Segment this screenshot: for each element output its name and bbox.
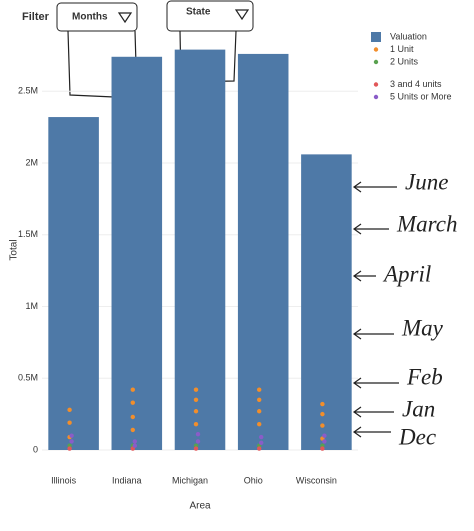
dropdown-arrow — [234, 9, 250, 21]
strip-dot — [193, 409, 199, 414]
months-label: Months — [72, 12, 108, 23]
state-label: State — [186, 7, 211, 18]
strip-dot — [195, 432, 201, 437]
strip-dot — [69, 439, 74, 444]
strip-dot — [67, 420, 72, 425]
hand-arrow — [352, 328, 394, 340]
strip-dot — [130, 387, 135, 392]
strip-dot — [193, 387, 199, 392]
bar — [301, 154, 352, 450]
strip-dot — [130, 427, 135, 433]
legend-swatch — [373, 59, 379, 65]
strip-dot — [322, 433, 327, 438]
y-axis-title: Total — [9, 239, 20, 260]
hand-arrow — [352, 181, 397, 193]
hand-annotation: Jan — [402, 396, 435, 421]
strip-dot — [320, 423, 325, 428]
strip-dot — [320, 401, 325, 407]
strip-dot — [320, 411, 325, 417]
hand-arrow — [352, 406, 394, 418]
legend-label: Valuation — [390, 31, 427, 41]
hand-annotation: June — [405, 169, 448, 194]
hand-annotation: April — [382, 261, 431, 286]
hand-arrow — [352, 223, 389, 235]
y-tick-label: 2M — [25, 157, 38, 167]
strip-dot — [195, 439, 201, 444]
hand-annotation: May — [401, 315, 444, 340]
filter-label: Filter — [22, 11, 50, 23]
dropdown-arrow — [117, 12, 133, 24]
strip-dot — [193, 446, 199, 451]
x-tick-label: Michigan — [172, 475, 208, 485]
strip-dot — [67, 446, 72, 451]
months-dropdown[interactable] — [56, 2, 138, 32]
strip-dot — [259, 434, 264, 440]
y-tick-label: 2.5M — [18, 86, 38, 96]
state-dropdown[interactable] — [166, 0, 254, 32]
x-axis-title: Area — [189, 501, 211, 512]
strip-dot — [257, 387, 262, 392]
y-tick-label: 1.5M — [18, 229, 38, 239]
strip-dot — [132, 439, 137, 444]
y-tick-label: 0.5M — [18, 373, 38, 383]
strip-dot — [130, 400, 135, 405]
legend-swatch — [373, 94, 379, 100]
strip-dot — [322, 439, 327, 444]
strip-dot — [257, 397, 262, 402]
legend-swatch — [373, 82, 379, 87]
legend-swatch — [371, 32, 381, 42]
x-tick-label: Ohio — [244, 475, 263, 485]
legend-label: 3 and 4 units — [390, 79, 442, 89]
legend-label: 2 Units — [390, 56, 419, 66]
x-tick-label: Wisconsin — [296, 475, 337, 485]
y-tick-label: 1M — [25, 301, 38, 311]
bar — [174, 49, 226, 450]
strip-dot — [257, 446, 262, 451]
strip-dot — [259, 440, 264, 446]
hand-annotation: Dec — [398, 424, 436, 449]
strip-dot — [67, 407, 72, 413]
hand-arrow — [352, 377, 399, 389]
legend-swatch — [373, 47, 379, 52]
hand-arrow — [352, 270, 376, 282]
strip-dot — [130, 414, 135, 420]
legend-label: 1 Unit — [390, 44, 414, 54]
strip-dot — [257, 421, 262, 427]
hand-annotation: Feb — [406, 364, 443, 389]
hand-arrow — [352, 426, 391, 438]
bar — [111, 56, 163, 451]
strip-dot — [132, 443, 137, 448]
legend-label: 5 Units or More — [390, 91, 452, 101]
y-tick-label: 0 — [33, 444, 38, 454]
strip-dot — [320, 446, 325, 451]
strip-dot — [257, 409, 262, 414]
x-tick-label: Indiana — [112, 475, 142, 485]
strip-dot — [193, 421, 199, 427]
bar — [48, 117, 99, 451]
strip-dot — [69, 433, 74, 438]
hand-annotation: March — [396, 211, 457, 236]
x-tick-label: Illinois — [51, 475, 77, 485]
strip-dot — [193, 397, 199, 402]
bar — [237, 53, 289, 450]
